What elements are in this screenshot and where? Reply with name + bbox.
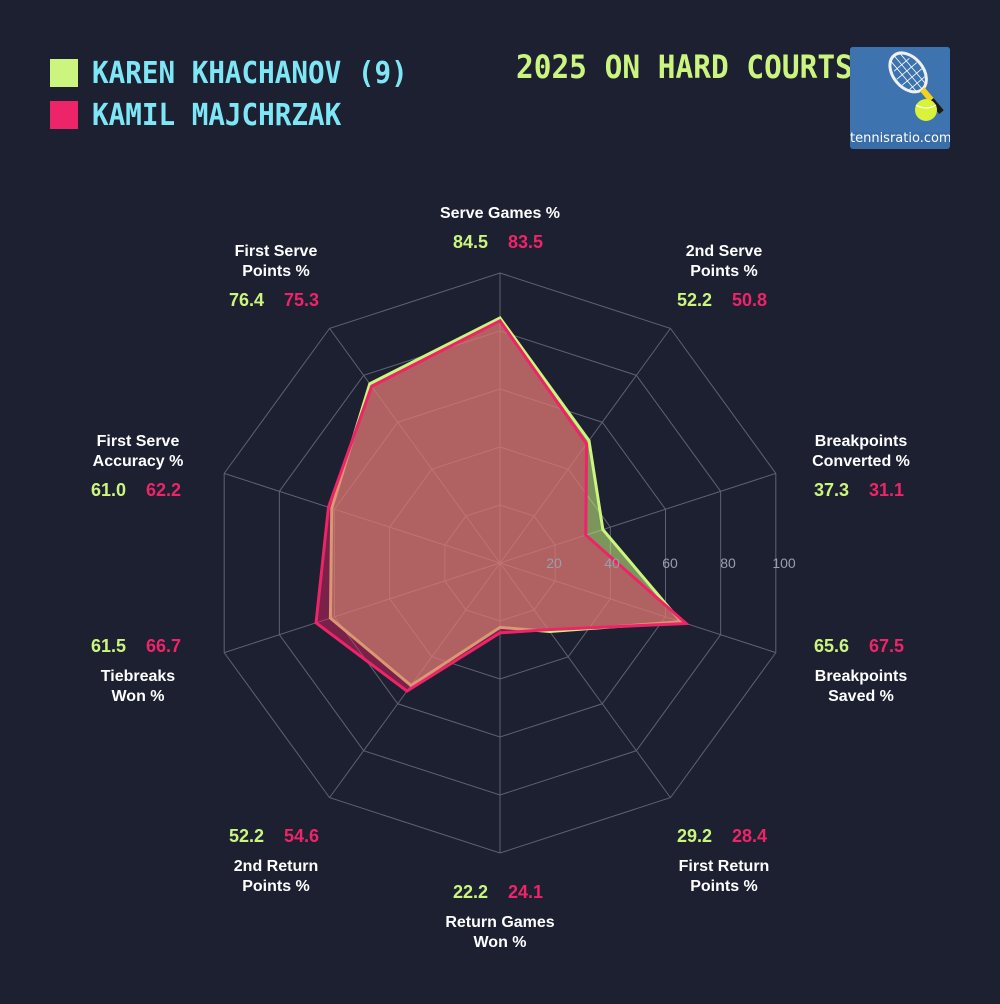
radial-tick-label: 80 [720, 555, 736, 571]
axis-label: 2nd Serve [686, 243, 763, 260]
value-label-player-b: 83.5 [508, 232, 543, 252]
axis-group-9: First Serve Accuracy % 61.0 62.2 [91, 433, 183, 500]
legend-label-player-a: KAREN KHACHANOV (9) [92, 55, 408, 91]
value-label-player-b: 28.4 [732, 826, 767, 846]
axis-label: First Serve [235, 243, 318, 260]
axis-group-2: 2nd Serve Points % 52.2 50.8 [677, 243, 767, 310]
value-label-player-a: 61.5 [91, 636, 126, 656]
legend: KAREN KHACHANOV (9) KAMIL MAJCHRZAK [50, 52, 435, 136]
axis-group-7: 2nd Return Points % 52.2 54.6 [229, 826, 319, 895]
value-label-player-a: 29.2 [677, 826, 712, 846]
logo-text: tennisratio.com [850, 131, 950, 146]
value-label-player-a: 61.0 [91, 480, 126, 500]
value-label-player-a: 52.2 [229, 826, 264, 846]
axis-label: Accuracy % [93, 453, 184, 470]
radial-tick-label: 60 [662, 555, 678, 571]
axis-label: Return Games [445, 914, 554, 931]
axis-label: Won % [111, 688, 164, 705]
axis-label: Won % [473, 934, 526, 951]
value-label-player-b: 31.1 [869, 480, 904, 500]
axis-label: Tiebreaks [101, 668, 176, 685]
axis-group-4: Breakpoints Saved % 65.6 67.5 [814, 636, 907, 705]
axis-group-8: Tiebreaks Won % 61.5 66.7 [91, 636, 181, 705]
axis-label: Points % [690, 878, 758, 895]
axis-label: Converted % [812, 453, 910, 470]
chart-title: 2025 ON HARD COURTS [516, 48, 853, 86]
value-label-player-a: 76.4 [229, 290, 264, 310]
axis-label: First Serve [97, 433, 180, 450]
value-label-player-a: 84.5 [453, 232, 488, 252]
value-label-player-b: 67.5 [869, 636, 904, 656]
value-label-player-a: 37.3 [814, 480, 849, 500]
legend-item-player-a: KAREN KHACHANOV (9) [50, 52, 435, 94]
series-area-player-b [314, 318, 690, 693]
radial-tick-label: 100 [772, 555, 796, 571]
value-label-player-b: 62.2 [146, 480, 181, 500]
value-label-player-a: 65.6 [814, 636, 849, 656]
value-label-player-a: 52.2 [677, 290, 712, 310]
radar-series [314, 316, 690, 693]
legend-swatch-player-b [50, 101, 78, 129]
radial-tick-labels: 20 40 60 80 100 [546, 555, 796, 571]
legend-swatch-player-a [50, 59, 78, 87]
axis-label: 2nd Return [234, 858, 318, 875]
value-label-player-b: 54.6 [284, 826, 319, 846]
axis-label: Breakpoints [815, 668, 908, 685]
axis-label: Breakpoints [815, 433, 908, 450]
axis-group-10: First Serve Points % 76.4 75.3 [229, 243, 319, 310]
radial-tick-label: 40 [604, 555, 620, 571]
radial-tick-label: 20 [546, 555, 562, 571]
axis-label: Points % [242, 263, 310, 280]
axis-label: Saved % [828, 688, 894, 705]
value-label-player-b: 24.1 [508, 882, 543, 902]
axis-label: Serve Games % [440, 205, 560, 222]
value-label-player-b: 75.3 [284, 290, 319, 310]
value-label-player-a: 22.2 [453, 882, 488, 902]
axis-group-3: Breakpoints Converted % 37.3 31.1 [812, 433, 910, 500]
axis-group-5: First Return Points % 29.2 28.4 [677, 826, 769, 895]
axis-group-1: Serve Games % 84.5 83.5 [440, 205, 560, 252]
tennisratio-logo: tennisratio.com [850, 47, 950, 149]
racket-ball-icon [850, 47, 950, 132]
legend-label-player-b: KAMIL MAJCHRZAK [92, 97, 342, 133]
axis-label: Points % [690, 263, 758, 280]
axis-label: Points % [242, 878, 310, 895]
legend-item-player-b: KAMIL MAJCHRZAK [50, 94, 435, 136]
value-label-player-b: 50.8 [732, 290, 767, 310]
axis-labels: Serve Games % 84.5 83.5 2nd Serve Points % 52… [91, 205, 910, 951]
value-label-player-b: 66.7 [146, 636, 181, 656]
axis-group-6: Return Games Won % 22.2 24.1 [445, 882, 554, 951]
axis-label: First Return [679, 858, 770, 875]
